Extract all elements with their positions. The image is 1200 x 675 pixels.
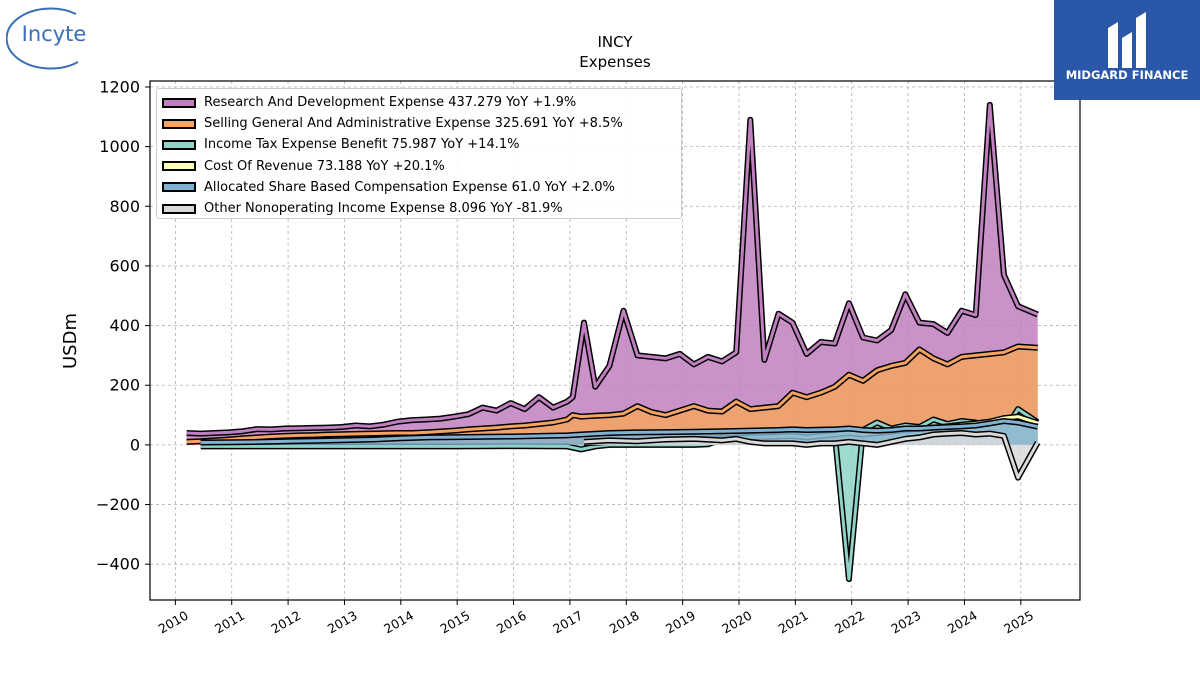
series-line — [186, 345, 1038, 444]
chart-subtitle: Expenses — [579, 53, 651, 71]
y-tick-label: 600 — [109, 256, 140, 275]
x-tick-label: 2025 — [1001, 608, 1036, 637]
y-axis-ticks: −400 −200 0 200 400 600 800 1000 1200 — [96, 77, 150, 574]
series-area-fill — [186, 346, 1038, 445]
legend-item: Other Nonoperating Income Expense 8.096 … — [162, 198, 681, 219]
legend-swatch — [162, 203, 196, 214]
plot-frame — [149, 80, 1081, 601]
series-research-and-development-expense — [186, 101, 1039, 445]
midgard-finance-watermark: MIDGARD FINANCE — [1054, 0, 1200, 100]
legend-label: Research And Development Expense 437.279… — [204, 95, 577, 111]
x-tick-label: 2010 — [156, 608, 191, 637]
x-tick-label: 2011 — [212, 608, 247, 637]
x-tick-label: 2021 — [776, 608, 811, 637]
legend-label: Cost Of Revenue 73.188 YoY +20.1% — [204, 158, 445, 174]
y-tick-label: 800 — [109, 197, 140, 216]
y-tick-label: 200 — [109, 376, 140, 395]
legend: Research And Development Expense 437.279… — [156, 88, 682, 219]
y-tick-label: 0 — [130, 435, 140, 454]
legend-swatch — [162, 161, 196, 172]
y-tick-label: −200 — [96, 495, 140, 514]
series-line — [583, 431, 1040, 480]
series-area-fill — [584, 433, 1038, 478]
x-tick-label: 2023 — [888, 608, 923, 637]
x-tick-label: 2020 — [719, 608, 754, 637]
incyte-logo: Incyte — [5, 4, 102, 70]
legend-item: Selling General And Administrative Expen… — [162, 113, 681, 134]
x-tick-label: 2022 — [832, 608, 867, 637]
legend-item: Research And Development Expense 437.279… — [162, 92, 681, 113]
x-tick-label: 2013 — [325, 608, 360, 637]
y-tick-label: 1000 — [99, 137, 140, 156]
legend-label: Allocated Share Based Compensation Expen… — [204, 179, 615, 195]
series-line — [186, 103, 1039, 436]
x-axis-ticks: 2010 2011 2012 2013 2014 2015 2016 2017 2018 2019… — [156, 600, 1036, 637]
legend-item: Allocated Share Based Compensation Expen… — [162, 177, 681, 198]
incyte-logo-text: Incyte — [21, 22, 87, 46]
y-tick-label: 400 — [109, 316, 140, 335]
x-tick-label: 2019 — [663, 608, 698, 637]
x-tick-label: 2012 — [268, 608, 303, 637]
legend-swatch — [162, 182, 196, 193]
legend-label: Selling General And Administrative Expen… — [204, 116, 623, 132]
x-tick-label: 2017 — [550, 608, 585, 637]
legend-swatch — [162, 139, 196, 150]
chart-title: INCY — [597, 33, 633, 51]
legend-item: Cost Of Revenue 73.188 YoY +20.1% — [162, 156, 681, 177]
series-allocated-share-based-compensation-expense — [200, 418, 1039, 446]
y-axis-label: USDm — [60, 313, 81, 369]
series-area-fill — [186, 104, 1038, 445]
legend-swatch — [162, 118, 196, 129]
x-tick-label: 2018 — [607, 608, 642, 637]
series-selling-general-and-administrative-expense — [186, 343, 1038, 445]
legend-swatch — [162, 97, 196, 108]
series-other-nonoperating-income-expense — [583, 430, 1041, 481]
x-tick-label: 2016 — [494, 608, 529, 637]
midgard-emblem-icon — [1108, 12, 1146, 68]
series-areas — [186, 101, 1041, 583]
legend-item: Income Tax Expense Benefit 75.987 YoY +1… — [162, 134, 681, 155]
x-tick-label: 2024 — [945, 608, 980, 637]
legend-label: Income Tax Expense Benefit 75.987 YoY +1… — [204, 137, 520, 153]
x-tick-label: 2015 — [437, 608, 472, 637]
series-line — [200, 419, 1039, 444]
midgard-finance-text: MIDGARD FINANCE — [1065, 68, 1189, 82]
x-tick-label: 2014 — [381, 608, 416, 637]
legend-label: Other Nonoperating Income Expense 8.096 … — [204, 201, 563, 217]
y-tick-label: 1200 — [99, 77, 140, 96]
y-tick-label: −400 — [96, 555, 140, 574]
